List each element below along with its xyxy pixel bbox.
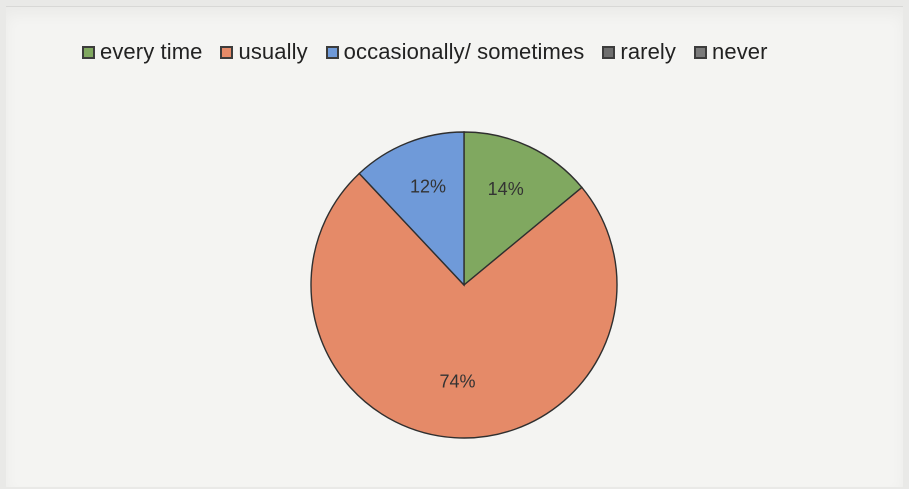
legend-swatch-every-time <box>82 45 95 59</box>
legend-label-occasionally-sometimes: occasionally/ sometimes <box>343 39 585 64</box>
legend-swatch-usually <box>220 45 234 59</box>
pie-label-every-time: 14% <box>488 179 524 199</box>
legend-item-never: never <box>694 41 768 63</box>
legend-swatch-occasionally-sometimes <box>325 45 339 59</box>
legend-swatch-rarely <box>602 45 616 59</box>
legend-swatch-never <box>694 45 708 59</box>
chart-legend: every time usually occasionally/ sometim… <box>82 37 768 67</box>
pie-label-usually: 74% <box>439 372 475 392</box>
pie-slice-usually <box>310 172 618 439</box>
pie-slice-occasionally-sometimes <box>358 131 465 287</box>
legend-item-rarely: rarely <box>602 41 676 63</box>
legend-label-usually: usually <box>238 39 308 64</box>
legend-item-every-time: every time <box>82 41 202 63</box>
legend-label-never: never <box>712 39 768 64</box>
legend-item-occasionally-sometimes: occasionally/ sometimes <box>325 39 585 64</box>
legend-label-every-time: every time <box>100 39 203 64</box>
pie-slice-every-time <box>463 131 583 287</box>
legend-label-rarely: rarely <box>620 39 677 64</box>
legend-item-usually: usually <box>220 39 308 64</box>
pie-label-occasionally-sometimes: 12% <box>410 177 446 197</box>
